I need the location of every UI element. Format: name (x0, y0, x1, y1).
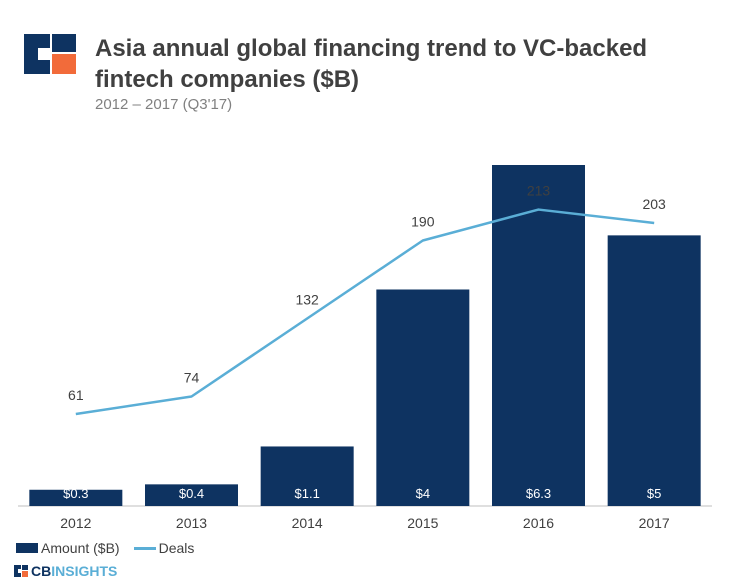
x-tick-label-2015: 2015 (407, 515, 438, 531)
deals-value-label-2016: 213 (527, 183, 551, 199)
x-tick-label-2012: 2012 (60, 515, 91, 531)
bar-value-label-2013: $0.4 (179, 486, 204, 501)
legend-bar-swatch (16, 543, 38, 553)
cb-insights-logo-icon (24, 34, 76, 74)
footer-brand-cb: CB (31, 563, 52, 579)
bar-2014 (260, 446, 354, 506)
deals-value-label-2014: 132 (295, 292, 319, 308)
bar-2013 (145, 484, 238, 506)
deals-value-label-2012: 61 (68, 387, 84, 403)
chart-legend: Amount ($B) Deals (16, 538, 194, 558)
chart-plot: $0.3 2012 $0.4 2013 $1.1 2014 $4 2015 $6.3 2016 $5… (18, 165, 712, 531)
bar-value-label-2016: $6.3 (526, 486, 551, 501)
bar-value-label-2015: $4 (416, 486, 430, 501)
deals-value-label-2017: 203 (642, 196, 666, 212)
legend-line-label: Deals (158, 540, 195, 556)
deals-value-label-2015: 190 (411, 213, 435, 229)
legend-bar-label: Amount ($B) (41, 540, 120, 556)
bar-2015 (376, 289, 470, 506)
bar-value-label-2014: $1.1 (295, 486, 320, 501)
x-tick-label-2013: 2013 (176, 515, 207, 531)
footer-brand-insights: INSIGHTS (51, 563, 118, 579)
bar-value-label-2017: $5 (647, 486, 661, 501)
chart-header: Asia annual global financing trend to VC… (0, 0, 740, 120)
bar-2016 (492, 165, 585, 506)
x-tick-label-2014: 2014 (292, 515, 323, 531)
x-tick-label-2016: 2016 (523, 515, 554, 531)
bar-value-label-2012: $0.3 (63, 486, 88, 501)
chart-subtitle: 2012 – 2017 (Q3'17) (95, 96, 233, 113)
cb-insights-small-logo-icon (14, 565, 28, 577)
deals-value-label-2013: 74 (184, 370, 200, 386)
footer-brand: CB INSIGHTS (14, 563, 117, 579)
bar-2012 (29, 489, 123, 506)
chart-title: Asia annual global financing trend to VC… (95, 35, 648, 93)
legend-line-swatch (133, 546, 156, 550)
bar-2017 (607, 235, 701, 506)
deals-line (75, 208, 655, 416)
x-tick-label-2017: 2017 (639, 515, 670, 531)
